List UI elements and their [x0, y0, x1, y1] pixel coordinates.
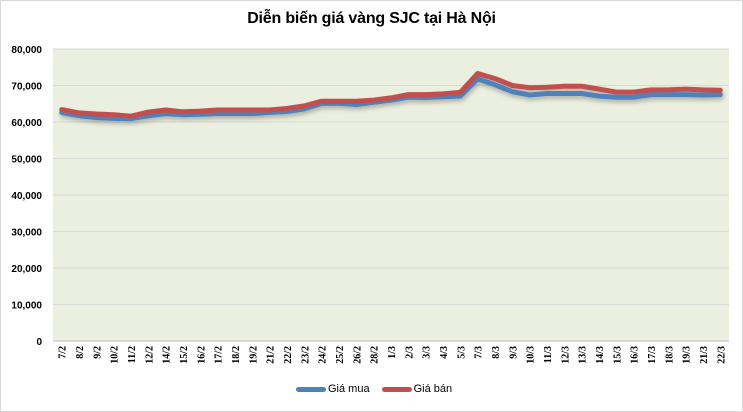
x-tick-label: 8/3 — [491, 346, 502, 359]
y-tick-label: 70,000 — [11, 82, 42, 93]
x-tick-label: 11/2 — [127, 346, 138, 363]
chart-legend: Giá mua Giá bán — [296, 383, 464, 395]
x-tick-label: 14/2 — [162, 346, 173, 364]
x-tick-label: 18/3 — [664, 346, 675, 364]
x-tick-label: 21/2 — [266, 346, 277, 364]
x-tick-label: 12/3 — [560, 346, 571, 364]
series-lines — [59, 71, 723, 122]
x-tick-label: 4/3 — [439, 346, 450, 359]
x-tick-label: 16/3 — [630, 346, 641, 364]
x-tick-label: 10/3 — [526, 346, 537, 364]
x-tick-label: 15/3 — [612, 346, 623, 364]
legend-swatch-red — [381, 386, 412, 392]
legend-swatch-blue — [296, 386, 326, 392]
x-tick-label: 11/3 — [543, 346, 554, 363]
x-tick-label: 5/3 — [456, 346, 467, 359]
x-tick-label: 19/2 — [248, 346, 259, 364]
x-tick-label: 12/2 — [144, 346, 155, 364]
x-tick-label: 14/3 — [595, 346, 606, 364]
x-tick-label: 21/3 — [699, 346, 710, 364]
y-tick-label: 80,000 — [11, 45, 42, 56]
y-tick-label: 30,000 — [11, 228, 42, 239]
x-tick-label: 24/2 — [318, 346, 329, 364]
y-tick-label: 50,000 — [11, 155, 42, 166]
x-tick-label: 16/2 — [196, 346, 207, 364]
x-tick-label: 17/2 — [214, 346, 225, 364]
x-tick-label: 8/2 — [75, 346, 86, 359]
x-tick-label: 25/2 — [335, 346, 346, 364]
legend-item-gia-mua: Giá mua — [296, 383, 370, 395]
x-tick-label: 7/2 — [58, 346, 69, 359]
gridlines — [53, 48, 729, 342]
x-tick-label: 23/2 — [300, 346, 311, 364]
y-axis: 0 10,000 20,000 30,000 40,000 50,000 60,000 70,… — [11, 45, 42, 348]
series-line-gia-ban — [59, 71, 723, 119]
x-tick-label: 2/3 — [404, 346, 415, 359]
chart-title: Diễn biến giá vàng SJC tại Hà Nội — [247, 10, 496, 27]
x-tick-label: 10/2 — [110, 346, 121, 364]
y-tick-label: 60,000 — [11, 118, 42, 129]
x-tick-label: 9/2 — [92, 346, 103, 359]
x-tick-label: 9/3 — [508, 346, 519, 359]
x-axis: 7/2 8/2 9/2 10/2 11/2 12/2 14/2 15/2 16/2 17/2 18/… — [58, 346, 728, 364]
x-tick-label: 22/3 — [716, 346, 727, 364]
legend-label: Giá mua — [328, 383, 370, 395]
x-tick-label: 3/3 — [422, 346, 433, 359]
x-tick-label: 15/2 — [179, 346, 190, 364]
y-tick-label: 10,000 — [11, 301, 42, 312]
x-tick-label: 7/3 — [474, 346, 485, 359]
x-tick-label: 18/2 — [231, 346, 242, 364]
x-tick-label: 22/2 — [283, 346, 294, 364]
x-tick-label: 19/3 — [682, 346, 693, 364]
x-tick-label: 28/2 — [370, 346, 381, 364]
legend-item-gia-ban: Giá bán — [381, 383, 453, 395]
x-tick-label: 17/3 — [647, 346, 658, 364]
legend-label: Giá bán — [413, 383, 453, 395]
x-tick-label: 13/3 — [578, 346, 589, 364]
y-tick-label: 0 — [36, 337, 42, 348]
x-tick-label: 26/2 — [352, 346, 363, 364]
y-tick-label: 20,000 — [11, 264, 42, 275]
x-tick-label: 1/3 — [387, 346, 398, 359]
y-tick-label: 40,000 — [11, 191, 42, 202]
